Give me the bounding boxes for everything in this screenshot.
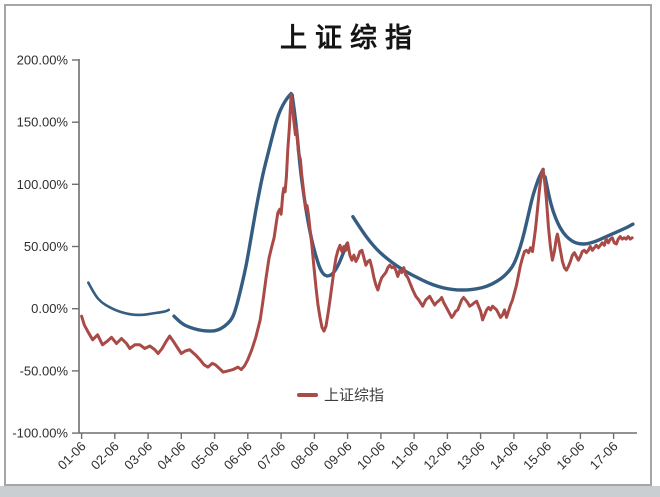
chart-title: 上证综指 [280,23,420,54]
y-tick-label: -100.00% [12,426,68,441]
x-tick-label: 14-06 [487,439,521,473]
x-tick-label: 12-06 [420,439,454,473]
y-tick-label: 100.00% [17,177,69,192]
x-tick-label: 15-06 [520,439,554,473]
y-tick-label: -50.00% [20,363,69,378]
y-tick-label: 0.00% [31,301,68,316]
annotation-arc [87,281,170,317]
series-line-shanghai-composite [80,93,634,374]
x-tick-label: 10-06 [354,439,388,473]
chart-frame [4,4,652,486]
x-tick-label: 16-06 [553,439,587,473]
annotation-arc [351,167,545,292]
x-tick-label: 08-06 [287,439,321,473]
x-tick-label: 09-06 [321,439,355,473]
x-tick-label: 03-06 [121,439,155,473]
legend-line-marker [297,392,318,397]
x-tick-label: 04-06 [154,439,188,473]
x-tick-label: 13-06 [454,439,488,473]
y-tick-label: 150.00% [17,115,69,130]
x-tick-label: 05-06 [188,439,222,473]
x-tick-label: 11-06 [388,439,421,472]
legend-label: 上证综指 [324,386,385,404]
x-tick-label: 02-06 [88,439,122,473]
x-tick-label: 17-06 [587,439,621,473]
x-tick-label: 01-06 [55,439,89,473]
bottom-shade-bar [0,486,660,497]
x-tick-label: 06-06 [221,439,255,473]
y-tick-label: 200.00% [17,53,69,68]
x-tick-label: 07-06 [254,439,288,473]
annotation-arc [172,91,293,333]
y-tick-label: 50.00% [24,239,69,254]
annotation-arc [543,175,635,246]
legend: 上证综指 [297,384,384,405]
